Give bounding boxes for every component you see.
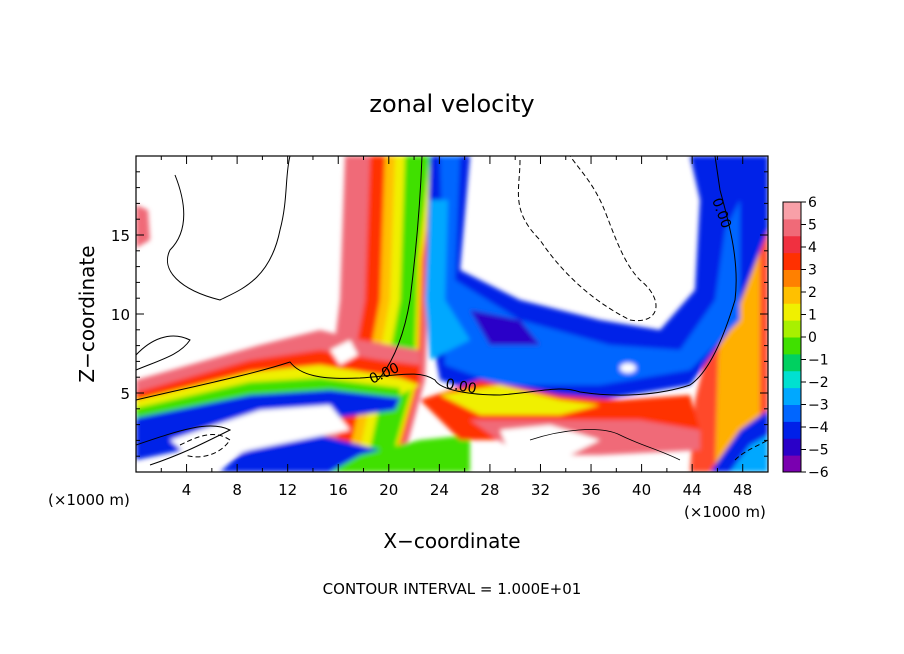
x-tick-label-11: 48 — [733, 481, 752, 499]
y-axis-label: Z−coordinate — [75, 245, 99, 382]
field-lower-yellow — [440, 385, 600, 415]
field-plume-green — [365, 156, 430, 472]
contour-zero-band — [136, 156, 737, 401]
colorbar-swatch-12 — [783, 252, 801, 270]
contour-thin-left — [136, 335, 191, 371]
colorbar-swatch-3 — [783, 404, 801, 422]
colorbar-label-9: −3 — [808, 398, 829, 414]
colorbar-label-5: 1 — [808, 308, 817, 324]
colorbar-swatch-9 — [783, 303, 801, 321]
x-tick-label-5: 24 — [430, 481, 449, 499]
colorbar-label-2: 4 — [808, 240, 817, 256]
x-axis-ticks: 4 8 12 16 20 24 28 32 36 40 44 48 — [160, 156, 752, 499]
x-tick-label-3: 16 — [329, 481, 348, 499]
colorbar-label-3: 3 — [808, 263, 817, 279]
x-axis-label: X−coordinate — [383, 529, 520, 553]
colorbar-swatch-10 — [783, 286, 801, 304]
colorbar-label-0: 6 — [808, 195, 817, 211]
contour-lower-right — [529, 429, 681, 461]
colorbar-swatch-14 — [783, 218, 801, 237]
x-tick-label-0: 4 — [182, 481, 192, 499]
colorbar-swatch-0 — [783, 455, 801, 473]
colorbar-label-10: −4 — [808, 420, 829, 436]
contour-dashed-right — [517, 156, 657, 322]
colorbar-label-11: −5 — [808, 443, 829, 459]
field-corner-cyan — [730, 435, 768, 472]
field-white-lower-left — [170, 405, 350, 465]
field-violet-core — [470, 310, 540, 345]
x-tick-label-8: 36 — [581, 481, 600, 499]
contour-dashed-corner — [734, 439, 768, 461]
x-tick-label-6: 28 — [480, 481, 499, 499]
colorbar-swatch-8 — [783, 320, 801, 338]
colorbar-label-4: 2 — [808, 285, 817, 301]
colorbar-swatch-11 — [783, 269, 801, 287]
field-cyan — [425, 200, 470, 360]
chart-title: zonal velocity — [369, 90, 534, 118]
colorbar-label-8: −2 — [808, 375, 829, 391]
x-unit-right: (×1000 m) — [684, 503, 766, 521]
colorbar-label-7: −1 — [808, 353, 829, 369]
field-white-eye — [620, 363, 636, 373]
colorbar-swatch-13 — [783, 235, 801, 254]
y-tick-label-0: 5 — [120, 385, 130, 403]
y-axis-ticks: 5 10 15 — [111, 171, 768, 457]
contour-label-2: 0.00 — [444, 376, 477, 397]
colorbar-swatch-2 — [783, 421, 801, 439]
colorbar-label-12: −6 — [808, 465, 829, 481]
colorbar-swatch-7 — [783, 337, 801, 355]
contour-thin-upper-left — [167, 156, 291, 301]
y-tick-label-2: 15 — [111, 227, 130, 245]
colorbar-swatch-1 — [783, 438, 801, 456]
contour-lines — [136, 156, 768, 466]
field-white-mid — [500, 425, 600, 460]
contour-dashed-lower — [179, 434, 231, 458]
y-tick-label-1: 10 — [111, 306, 130, 324]
colorbar: 6 5 4 3 2 1 0 −1 −2 −3 −4 −5 −6 — [782, 195, 829, 481]
field-left-patch — [136, 205, 150, 248]
x-tick-label-4: 20 — [379, 481, 398, 499]
contour-lower-left — [136, 425, 232, 466]
field-bottom-green — [330, 435, 470, 472]
contour-interval-footer: CONTOUR INTERVAL = 1.000E+01 — [323, 580, 582, 598]
contour-zero-plume — [377, 156, 423, 381]
colorbar-label-6: 0 — [808, 330, 817, 346]
x-tick-label-7: 32 — [531, 481, 550, 499]
colorbar-swatch-6 — [783, 353, 801, 372]
velocity-field — [136, 156, 768, 472]
colorbar-swatch-4 — [783, 387, 801, 405]
colorbar-swatch-5 — [783, 370, 801, 389]
x-tick-label-2: 12 — [278, 481, 297, 499]
colorbar-label-1: 5 — [808, 218, 817, 234]
x-tick-label-10: 44 — [683, 481, 702, 499]
x-tick-label-1: 8 — [232, 481, 242, 499]
x-tick-label-9: 40 — [632, 481, 651, 499]
colorbar-swatch-15 — [783, 202, 801, 220]
field-white-small — [330, 340, 358, 365]
x-unit-left: (×1000 m) — [48, 491, 130, 509]
